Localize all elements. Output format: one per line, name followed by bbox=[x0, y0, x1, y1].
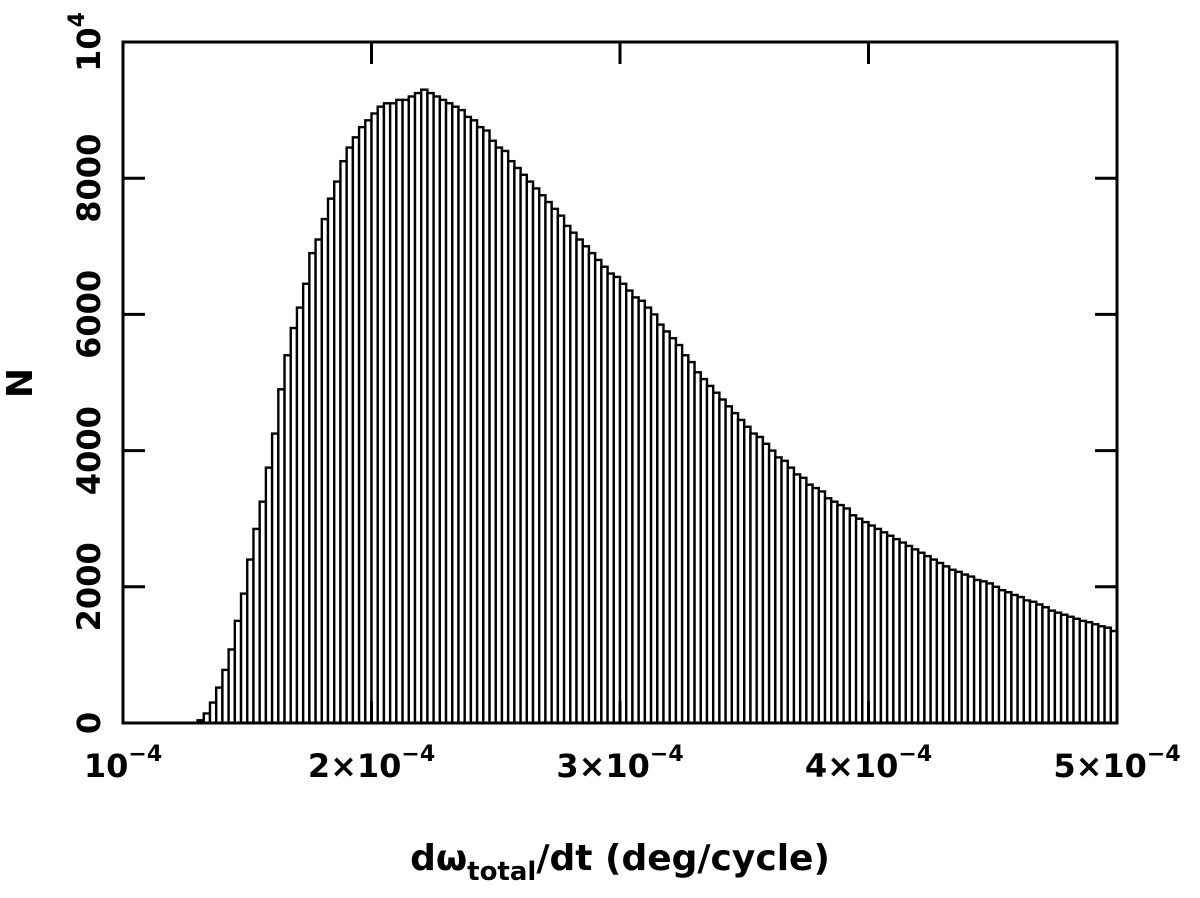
tick-label-base: 5×10 bbox=[1053, 747, 1147, 785]
x-tick-label: 4×10−4 bbox=[805, 742, 932, 785]
x-axis-label-subscript: total bbox=[467, 857, 536, 887]
tick-label-exponent: −4 bbox=[898, 742, 932, 767]
x-axis-label-part: dω bbox=[410, 838, 467, 879]
x-tick-label: 10−4 bbox=[84, 742, 162, 785]
y-axis-label: N bbox=[0, 368, 41, 398]
x-axis-label-part: /dt (deg/cycle) bbox=[536, 838, 830, 879]
tick-label-exponent: −4 bbox=[128, 742, 162, 767]
y-tick-label: 0 bbox=[70, 712, 108, 734]
y-tick-label: 8000 bbox=[70, 134, 108, 223]
tick-label-base: 2×10 bbox=[308, 747, 402, 785]
tick-label-exponent: −4 bbox=[1147, 742, 1181, 767]
y-tick-label: 2000 bbox=[70, 542, 108, 631]
x-tick-label: 3×10−4 bbox=[556, 742, 683, 785]
tick-label-base: 4×10 bbox=[805, 747, 899, 785]
tick-label-exponent: −4 bbox=[650, 742, 684, 767]
tick-label-base: 10 bbox=[70, 27, 108, 72]
tick-label-base: 3×10 bbox=[556, 747, 650, 785]
y-tick-label: 6000 bbox=[70, 270, 108, 359]
x-tick-label: 2×10−4 bbox=[308, 742, 435, 785]
y-tick-label: 104 bbox=[65, 12, 108, 72]
y-tick-label: 4000 bbox=[70, 406, 108, 495]
tick-label-exponent: −4 bbox=[401, 742, 435, 767]
x-axis-label: dωtotal/dt (deg/cycle) bbox=[410, 838, 830, 887]
tick-label-exponent: 4 bbox=[65, 12, 90, 27]
tick-label-base: 10 bbox=[84, 747, 129, 785]
x-tick-label: 5×10−4 bbox=[1053, 742, 1180, 785]
